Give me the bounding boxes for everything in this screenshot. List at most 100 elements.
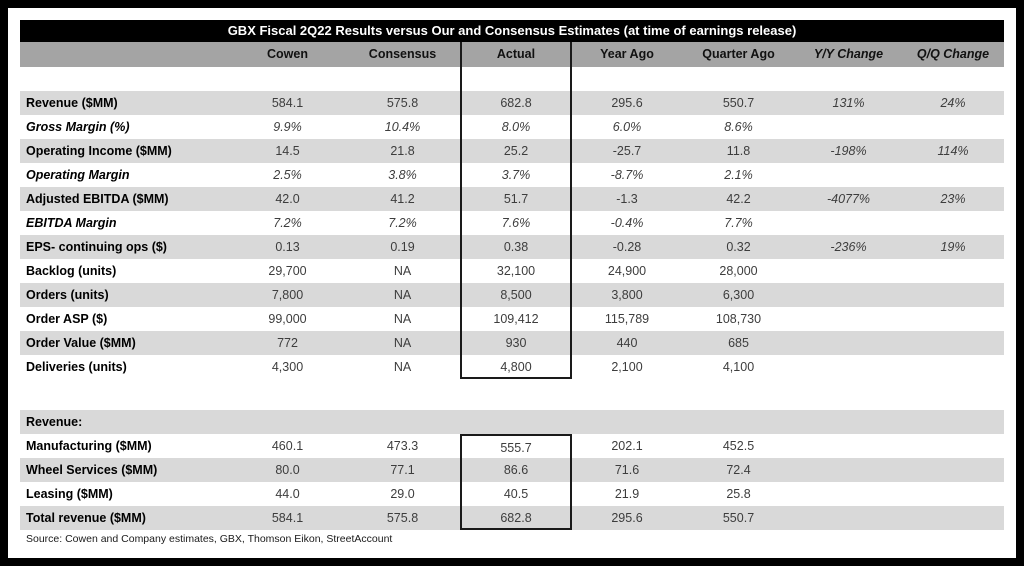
table-row: Backlog (units) 29,700 NA 32,100 24,900 28,00…	[20, 259, 1004, 283]
cell: Consensus	[345, 42, 460, 67]
revenue-section-header-row: Revenue:	[20, 410, 1004, 434]
cell: 41.2	[345, 187, 460, 211]
cell: 3,800	[572, 283, 682, 307]
cell	[20, 42, 230, 67]
cell: -0.4%	[610, 216, 644, 230]
cell	[902, 163, 1004, 187]
cell	[345, 67, 460, 91]
cell	[682, 410, 795, 434]
cell: 9.9%	[273, 120, 302, 134]
cell: 51.7	[460, 187, 572, 211]
table-row: EBITDA Margin 7.2% 7.2% 7.6% -0.4% 7.7%	[20, 211, 1004, 235]
table-row: Deliveries (units) 4,300 NA 4,800 2,100 4,100	[20, 355, 1004, 379]
row-label	[20, 67, 230, 91]
cell: 584.1	[230, 91, 345, 115]
cell: 28,000	[719, 264, 758, 278]
cell: -236%	[795, 235, 902, 259]
cell: NA	[393, 360, 412, 374]
cell: 555.7	[460, 434, 572, 458]
cell: 44.0	[275, 487, 300, 501]
cell	[795, 307, 902, 331]
cell: 930	[460, 331, 572, 355]
table-row: Order ASP ($) 99,000 NA 109,412 115,789 108,7…	[20, 307, 1004, 331]
cell	[795, 211, 902, 235]
cell: 109,412	[460, 307, 572, 331]
cell	[572, 410, 682, 434]
cell: 108,730	[715, 312, 762, 326]
cell	[902, 115, 1004, 139]
cell: 21.9	[614, 487, 640, 501]
cell: 99,000	[268, 312, 307, 326]
table-row: Adjusted EBITDA ($MM) 42.0 41.2 51.7 -1.3 42.…	[20, 187, 1004, 211]
cell	[795, 67, 902, 91]
cell	[572, 67, 682, 91]
cell: 7.6%	[460, 211, 572, 235]
table-row: Wheel Services ($MM) 80.0 77.1 86.6 71.6 72.4	[20, 458, 1004, 482]
cell: 3.8%	[388, 168, 417, 182]
cell: 24,900	[607, 264, 647, 278]
cell: 6.0%	[612, 120, 642, 134]
row-label: Adjusted EBITDA ($MM)	[20, 187, 230, 211]
cell	[902, 283, 1004, 307]
cell: 77.1	[345, 458, 460, 482]
cell: 8.0%	[460, 115, 572, 139]
table-row: Operating Income ($MM) 14.5 21.8 25.2 -25.7 1…	[20, 139, 1004, 163]
row-label: Revenue:	[20, 410, 230, 434]
cell: 8,500	[460, 283, 572, 307]
row-label: Wheel Services ($MM)	[20, 458, 230, 482]
table-row: Orders (units) 7,800 NA 8,500 3,800 6,300	[20, 283, 1004, 307]
cell: Cowen	[230, 42, 345, 67]
cell: NA	[345, 331, 460, 355]
table-row: EPS- continuing ops ($) 0.13 0.19 0.38 -0.28…	[20, 235, 1004, 259]
cell: -25.7	[572, 139, 682, 163]
cell	[795, 410, 902, 434]
cell: 4,300	[271, 360, 304, 374]
cell: -8.7%	[610, 168, 644, 182]
cell: 72.4	[682, 458, 795, 482]
cell	[460, 67, 572, 91]
cell: 2,100	[611, 360, 643, 374]
source-note: Source: Cowen and Company estimates, GBX…	[26, 533, 393, 545]
cell	[795, 458, 902, 482]
cell: 473.3	[386, 439, 419, 453]
cell: 29.0	[390, 487, 415, 501]
cell	[795, 259, 902, 283]
cell	[902, 331, 1004, 355]
table-row: Gross Margin (%) 9.9% 10.4% 8.0% 6.0% 8.6%	[20, 115, 1004, 139]
row-label: Revenue ($MM)	[20, 91, 230, 115]
row-label: Leasing ($MM)	[26, 487, 113, 501]
row-label: Deliveries (units)	[26, 360, 127, 374]
cell: 550.7	[682, 91, 795, 115]
cell: 80.0	[230, 458, 345, 482]
cell: 4,800	[460, 355, 572, 379]
cell: 575.8	[345, 91, 460, 115]
spacer-row	[20, 67, 1004, 91]
cell: 452.5	[722, 439, 755, 453]
cell: 682.8	[460, 506, 572, 530]
cell	[795, 283, 902, 307]
cell: 131%	[795, 91, 902, 115]
cell: -0.28	[572, 235, 682, 259]
cell: 295.6	[572, 506, 682, 530]
cell: 295.6	[572, 91, 682, 115]
section-gap	[20, 379, 1004, 410]
cell	[795, 163, 902, 187]
cell: -4077%	[795, 187, 902, 211]
cell: 4,100	[722, 360, 755, 374]
cell: 550.7	[682, 506, 795, 530]
cell: 71.6	[572, 458, 682, 482]
cell: 32,100	[460, 259, 572, 283]
row-label: Manufacturing ($MM)	[26, 439, 152, 453]
cell: -198%	[795, 139, 902, 163]
row-label: Order Value ($MM)	[20, 331, 230, 355]
cell: 19%	[902, 235, 1004, 259]
cell: 24%	[902, 91, 1004, 115]
cell: 0.32	[682, 235, 795, 259]
cell: 11.8	[682, 139, 795, 163]
cell: 7,800	[230, 283, 345, 307]
row-label: Total revenue ($MM)	[20, 506, 230, 530]
cell: Year Ago	[572, 42, 682, 67]
cell	[902, 410, 1004, 434]
cell: 6,300	[682, 283, 795, 307]
